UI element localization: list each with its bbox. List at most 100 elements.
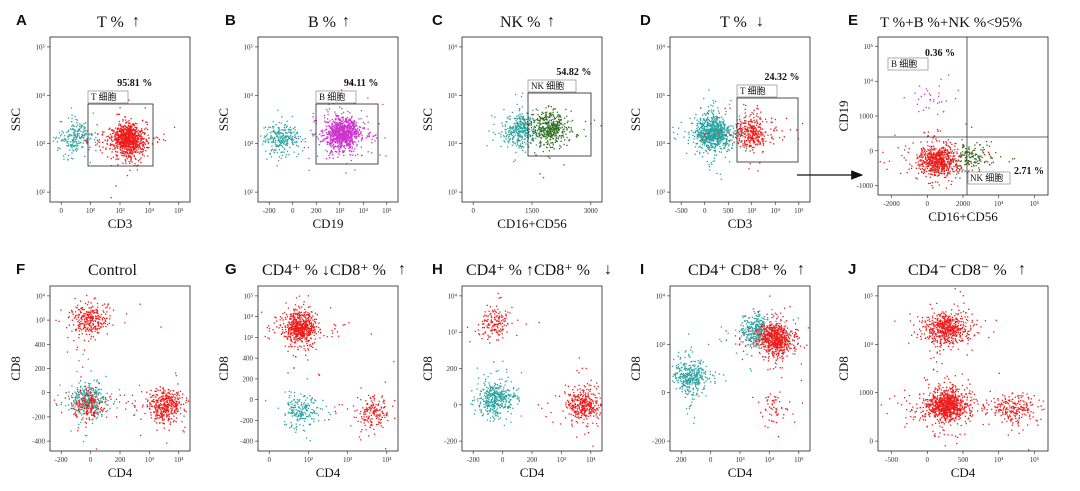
data-point-d-0 — [696, 133, 699, 136]
data-point-c-1 — [539, 146, 541, 148]
data-point-e-0 — [943, 169, 946, 172]
data-point-b-0 — [283, 136, 285, 139]
data-point-d-1 — [750, 130, 752, 132]
data-point-d-1 — [753, 127, 755, 130]
data-point-b-1 — [368, 134, 370, 136]
data-point-b-1 — [341, 123, 343, 125]
data-point-b-1 — [327, 113, 329, 116]
data-point-c-0 — [530, 113, 533, 116]
data-point-b-1 — [343, 124, 346, 126]
data-point-d-0 — [716, 117, 718, 120]
data-point-d-0 — [719, 130, 722, 132]
data-point-a-1 — [118, 135, 120, 138]
data-point-c-0 — [507, 137, 509, 139]
data-point-e-0 — [933, 174, 936, 176]
data-point-c-1 — [542, 135, 545, 138]
data-point-a-1 — [117, 136, 120, 139]
data-point-a-1 — [125, 146, 127, 148]
data-point-d-0 — [709, 145, 712, 147]
data-point-b-1 — [349, 154, 352, 156]
data-point-b-1 — [331, 151, 333, 153]
data-point-d-1 — [740, 127, 742, 130]
data-point-a-0 — [77, 134, 79, 136]
data-point-c-0 — [511, 111, 514, 114]
data-point-a-1 — [123, 135, 125, 137]
data-point-e-0 — [954, 158, 956, 160]
data-point-c-1 — [546, 147, 548, 149]
data-point-b-0 — [281, 136, 283, 138]
data-point-b-0 — [287, 143, 289, 145]
data-point-a-0 — [80, 127, 82, 129]
data-point-c-1 — [562, 132, 564, 134]
data-point-c-1 — [539, 120, 541, 122]
data-point-a-0 — [64, 153, 67, 155]
data-point-c-1 — [552, 131, 554, 133]
data-point-b-1 — [343, 131, 345, 133]
x-tick-label-d: 500 — [723, 207, 734, 215]
data-point-c-1 — [541, 111, 543, 113]
data-point-e-0 — [919, 164, 921, 166]
data-point-d-0 — [707, 141, 709, 143]
data-point-b-1 — [337, 116, 339, 118]
data-point-b-1 — [338, 119, 340, 121]
data-point-e-0 — [933, 145, 935, 147]
data-point-d-0 — [692, 134, 694, 136]
data-point-a-0 — [80, 130, 82, 132]
data-point-d-0 — [712, 126, 714, 128]
data-point-e-0 — [937, 181, 939, 183]
data-point-b-1 — [304, 141, 307, 143]
data-point-e-0 — [935, 140, 938, 142]
data-point-a-0 — [77, 129, 79, 132]
data-point-a-1 — [140, 157, 142, 159]
data-point-b-0 — [273, 131, 276, 133]
data-point-d-0 — [716, 143, 718, 145]
data-point-a-1 — [130, 147, 132, 149]
data-point-d-0 — [718, 129, 720, 131]
data-point-a-1 — [89, 146, 91, 148]
data-point-a-1 — [130, 132, 132, 135]
data-point-a-0 — [75, 150, 78, 152]
data-point-b-1 — [346, 134, 348, 136]
data-point-c-1 — [532, 128, 534, 130]
data-point-d-1 — [740, 133, 742, 135]
data-point-c-0 — [521, 121, 523, 123]
data-point-d-1 — [749, 140, 752, 142]
panel-title-i: CD4⁺ CD8⁺ % — [688, 262, 787, 279]
data-point-c-0 — [535, 137, 537, 140]
data-point-a-1 — [144, 132, 146, 134]
data-point-a-1 — [104, 139, 106, 141]
data-point-d-0 — [673, 137, 675, 139]
x-tick-label-a: 10³ — [115, 207, 124, 215]
data-point-c-1 — [534, 152, 536, 154]
data-point-e-0 — [934, 155, 936, 157]
data-point-e-0 — [924, 149, 926, 151]
data-point-d-1 — [738, 138, 740, 140]
data-point-d-0 — [725, 140, 728, 142]
data-point-b-0 — [288, 137, 290, 140]
data-point-a-0 — [83, 131, 85, 133]
data-point-b-1 — [334, 111, 336, 113]
data-point-c-1 — [546, 134, 549, 136]
data-point-c-1 — [536, 135, 538, 138]
data-point-c-0 — [516, 103, 518, 105]
data-point-c-1 — [552, 146, 554, 148]
data-point-b-1 — [354, 132, 356, 134]
data-point-e-0 — [931, 149, 933, 151]
data-point-d-0 — [700, 133, 702, 136]
data-point-a-1 — [124, 116, 126, 118]
data-point-c-1 — [558, 124, 560, 127]
data-point-c-1 — [541, 134, 544, 137]
data-point-e-0 — [934, 158, 936, 161]
data-point-d-1 — [760, 131, 762, 133]
data-point-a-1 — [128, 152, 130, 154]
data-point-d-1 — [778, 137, 781, 139]
data-point-a-1 — [124, 134, 126, 136]
data-point-b-1 — [312, 116, 314, 118]
data-point-a-0 — [63, 135, 66, 137]
data-point-d-0 — [710, 162, 712, 164]
data-point-e-0 — [906, 172, 908, 174]
data-point-b-0 — [278, 148, 280, 151]
data-point-e-0 — [933, 168, 935, 170]
data-point-a-1 — [153, 137, 155, 139]
data-point-a-1 — [82, 135, 84, 137]
